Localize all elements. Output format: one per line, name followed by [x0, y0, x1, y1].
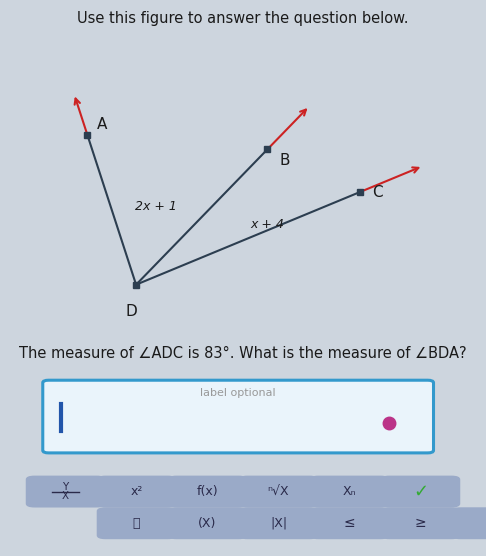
FancyBboxPatch shape: [239, 475, 318, 508]
Text: B: B: [279, 153, 290, 168]
Text: x + 4: x + 4: [250, 218, 284, 231]
Text: 🗑: 🗑: [133, 517, 140, 530]
FancyBboxPatch shape: [168, 507, 247, 539]
FancyBboxPatch shape: [97, 507, 176, 539]
Text: The measure of ∠ADC is 83°. What is the measure of ∠BDA?: The measure of ∠ADC is 83°. What is the …: [19, 346, 467, 361]
Text: x²: x²: [130, 485, 143, 498]
FancyBboxPatch shape: [381, 475, 460, 508]
Text: label optional: label optional: [200, 388, 276, 398]
Text: ≤: ≤: [344, 517, 355, 530]
FancyBboxPatch shape: [239, 507, 318, 539]
Text: |X|: |X|: [270, 517, 287, 530]
Text: ⁿ√X: ⁿ√X: [268, 485, 289, 498]
Text: C: C: [372, 185, 382, 200]
FancyBboxPatch shape: [381, 507, 460, 539]
Text: ✓: ✓: [413, 483, 428, 500]
FancyBboxPatch shape: [310, 507, 389, 539]
Text: Xₙ: Xₙ: [343, 485, 356, 498]
FancyBboxPatch shape: [26, 475, 105, 508]
Text: 2x + 1: 2x + 1: [135, 200, 176, 213]
Text: (X): (X): [198, 517, 217, 530]
FancyBboxPatch shape: [43, 380, 434, 453]
Text: f(x): f(x): [197, 485, 218, 498]
FancyBboxPatch shape: [97, 475, 176, 508]
Text: Y: Y: [63, 482, 69, 492]
Text: A: A: [97, 117, 107, 132]
Text: X: X: [62, 491, 69, 501]
FancyBboxPatch shape: [451, 507, 486, 539]
FancyBboxPatch shape: [168, 475, 247, 508]
Text: Use this figure to answer the question below.: Use this figure to answer the question b…: [77, 11, 409, 26]
Text: ≥: ≥: [415, 517, 426, 530]
FancyBboxPatch shape: [310, 475, 389, 508]
Text: D: D: [125, 304, 137, 319]
